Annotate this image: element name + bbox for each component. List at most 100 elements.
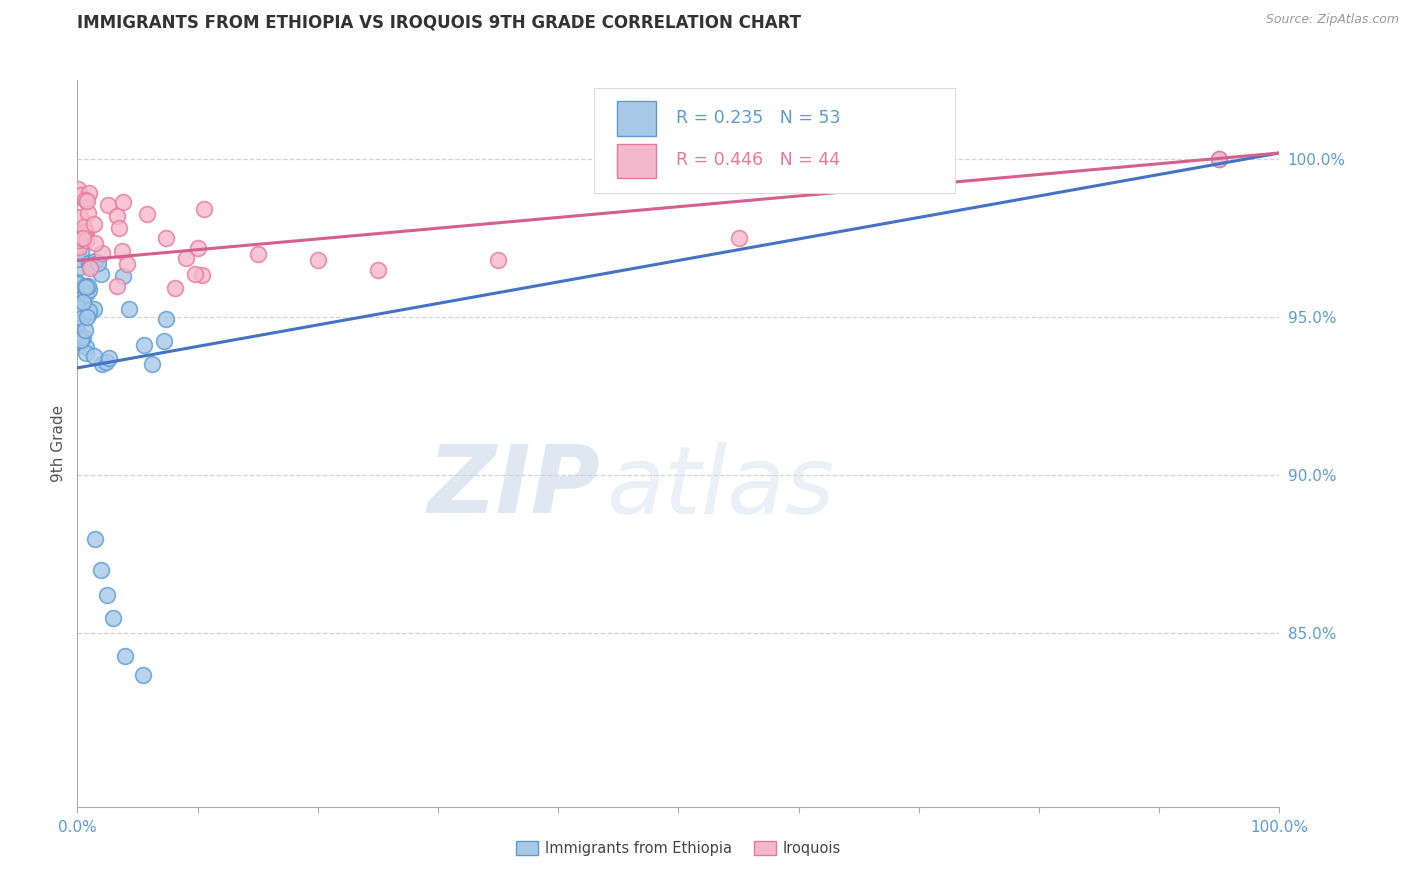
Point: [118, 302, 141, 317]
Point: [67, 240, 90, 254]
FancyBboxPatch shape: [617, 102, 655, 136]
Point: [193, 202, 215, 216]
Point: [67, 245, 90, 260]
Point: [114, 648, 136, 663]
Point: [72, 310, 94, 325]
Point: [75, 346, 97, 360]
Point: [69, 282, 91, 296]
Point: [66, 276, 89, 290]
Point: [111, 194, 134, 209]
Point: [94, 355, 117, 369]
Point: [107, 221, 129, 235]
Point: [76, 194, 98, 209]
FancyBboxPatch shape: [595, 87, 955, 193]
Point: [79, 283, 101, 297]
Point: [307, 253, 329, 268]
Point: [75, 233, 97, 247]
Point: [77, 255, 100, 269]
Point: [141, 357, 163, 371]
Point: [77, 186, 100, 200]
Point: [67, 326, 90, 340]
FancyBboxPatch shape: [617, 144, 655, 178]
Point: [67, 300, 90, 314]
Point: [73, 219, 96, 234]
Point: [69, 260, 91, 274]
Point: [132, 338, 155, 352]
Point: [111, 244, 134, 259]
Text: atlas: atlas: [606, 442, 835, 533]
Point: [727, 231, 749, 245]
Point: [70, 231, 93, 245]
Point: [69, 332, 91, 346]
Point: [97, 197, 120, 211]
Point: [76, 278, 98, 293]
Point: [73, 323, 96, 337]
Point: [69, 210, 91, 224]
Point: [103, 610, 125, 624]
Point: [79, 260, 101, 274]
Point: [67, 233, 90, 247]
Point: [87, 256, 110, 270]
Point: [67, 252, 90, 266]
Point: [84, 254, 107, 268]
Point: [184, 267, 207, 281]
Point: [75, 280, 97, 294]
Point: [77, 306, 100, 320]
Point: [246, 247, 269, 261]
Text: R = 0.446   N = 44: R = 0.446 N = 44: [676, 152, 841, 169]
Point: [91, 246, 114, 260]
Point: [136, 207, 159, 221]
Point: [76, 225, 98, 239]
Point: [155, 312, 177, 326]
Point: [66, 238, 89, 252]
Point: [163, 281, 186, 295]
Text: Source: ZipAtlas.com: Source: ZipAtlas.com: [1265, 13, 1399, 27]
Point: [67, 234, 90, 248]
Point: [75, 193, 97, 207]
Point: [187, 241, 209, 255]
Point: [70, 333, 93, 347]
Point: [367, 263, 389, 277]
Point: [72, 294, 94, 309]
Point: [1208, 153, 1230, 167]
Point: [111, 269, 134, 284]
Point: [153, 334, 176, 348]
Point: [83, 235, 105, 250]
Point: [115, 257, 138, 271]
Point: [105, 278, 128, 293]
Text: R = 0.235   N = 53: R = 0.235 N = 53: [676, 109, 841, 127]
Point: [90, 267, 112, 281]
Point: [79, 303, 101, 318]
Point: [69, 226, 91, 240]
Point: [83, 217, 105, 231]
Point: [67, 285, 90, 300]
Point: [155, 231, 177, 245]
Point: [70, 188, 93, 202]
Point: [67, 277, 90, 291]
Text: IMMIGRANTS FROM ETHIOPIA VS IROQUOIS 9TH GRADE CORRELATION CHART: IMMIGRANTS FROM ETHIOPIA VS IROQUOIS 9TH…: [77, 13, 801, 31]
Point: [190, 268, 212, 282]
Point: [96, 589, 118, 603]
Point: [132, 667, 155, 681]
Point: [79, 261, 101, 276]
Point: [72, 330, 94, 344]
Point: [67, 306, 90, 320]
Point: [76, 310, 98, 325]
Point: [69, 299, 91, 313]
Point: [90, 357, 112, 371]
Point: [77, 206, 100, 220]
Point: [83, 301, 105, 316]
Text: ZIP: ZIP: [427, 442, 600, 533]
Point: [75, 287, 97, 301]
Point: [66, 227, 89, 242]
Point: [84, 532, 107, 546]
Point: [73, 225, 96, 239]
Point: [67, 227, 90, 242]
Point: [83, 349, 105, 363]
Point: [69, 335, 91, 350]
Point: [72, 231, 94, 245]
Point: [69, 301, 91, 316]
Point: [486, 253, 509, 268]
Point: [90, 563, 112, 577]
Y-axis label: 9th Grade: 9th Grade: [51, 405, 66, 483]
